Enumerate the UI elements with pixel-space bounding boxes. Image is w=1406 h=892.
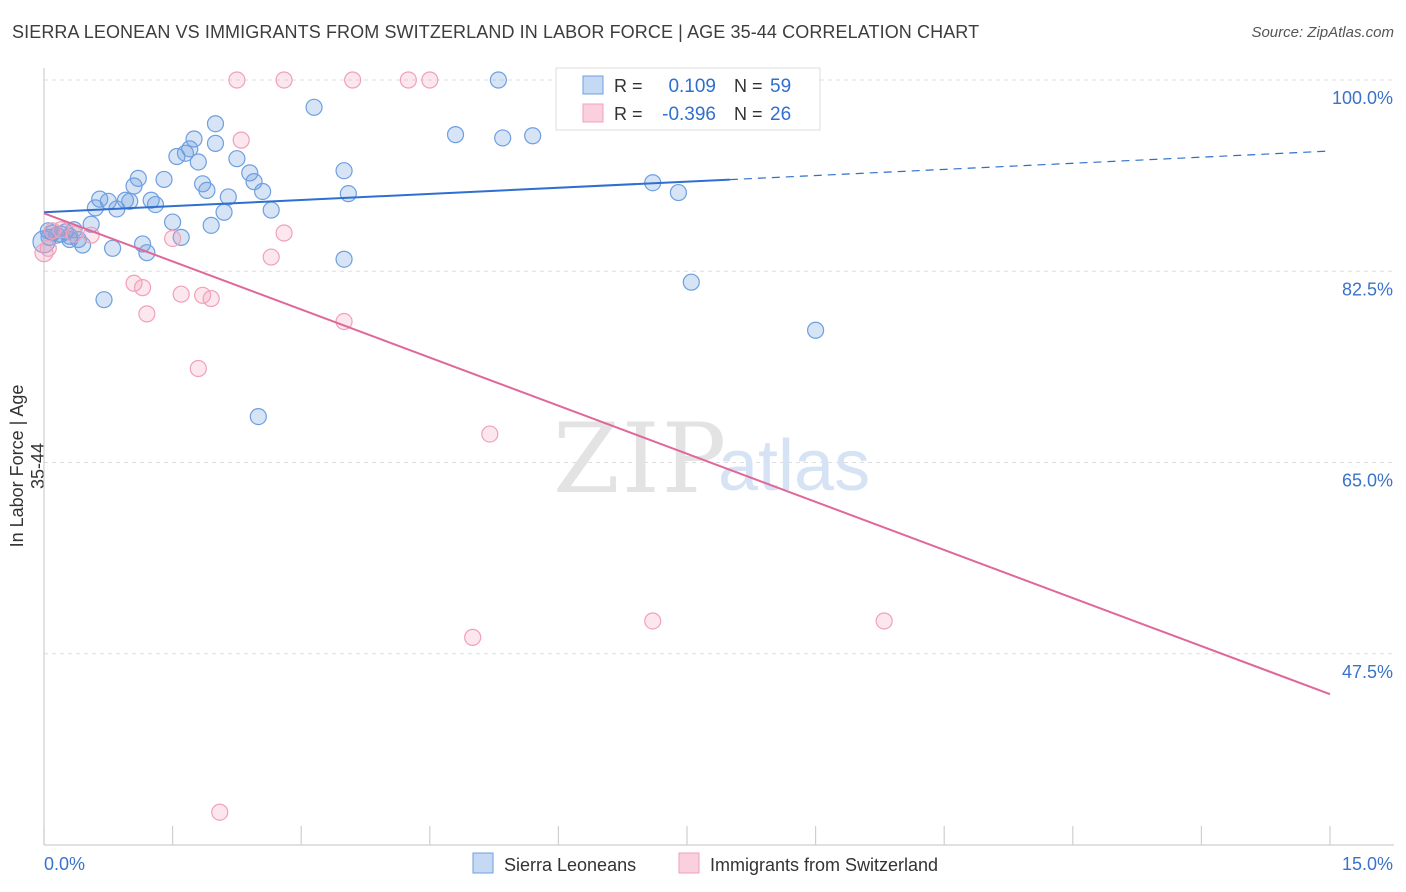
point-sierra-leoneans bbox=[806, 321, 825, 339]
point-sierra-leoneans bbox=[339, 185, 357, 203]
point-immigrants-from-switzerland bbox=[39, 239, 57, 257]
point-immigrants-from-switzerland bbox=[125, 274, 143, 292]
point-immigrants-from-switzerland bbox=[211, 803, 229, 821]
point-immigrants-from-switzerland bbox=[275, 71, 293, 89]
legend-r-value-1: 0.109 bbox=[668, 76, 716, 97]
legend-swatch-pink bbox=[582, 103, 604, 123]
y-tick-label: 65.0% bbox=[1342, 471, 1393, 491]
point-sierra-leoneans bbox=[185, 130, 203, 148]
axes bbox=[43, 68, 1394, 846]
point-immigrants-from-switzerland bbox=[344, 71, 362, 89]
series-legend-label-blue: Sierra Leoneans bbox=[504, 855, 636, 875]
legend-r-label-1: R = bbox=[614, 76, 643, 96]
point-sierra-leoneans bbox=[219, 188, 237, 206]
trend-lines bbox=[43, 150, 1331, 696]
point-sierra-leoneans bbox=[682, 273, 700, 291]
point-sierra-leoneans bbox=[202, 216, 220, 234]
scatter-points bbox=[32, 71, 893, 821]
point-sierra-leoneans bbox=[489, 71, 507, 89]
point-sierra-leoneans bbox=[155, 170, 173, 189]
point-sierra-leoneans bbox=[335, 250, 353, 268]
point-sierra-leoneans bbox=[95, 291, 113, 309]
watermark-zip: ZIP bbox=[553, 403, 728, 515]
trend-line-switzerland bbox=[43, 212, 1331, 696]
point-immigrants-from-switzerland bbox=[189, 359, 207, 378]
x-tick-label-right: 15.0% bbox=[1342, 854, 1393, 874]
point-immigrants-from-switzerland bbox=[421, 71, 439, 89]
point-sierra-leoneans bbox=[215, 203, 233, 221]
point-immigrants-from-switzerland bbox=[43, 222, 62, 240]
point-sierra-leoneans bbox=[228, 150, 246, 168]
point-sierra-leoneans bbox=[524, 127, 542, 145]
legend-n-value-1: 59 bbox=[770, 76, 791, 97]
point-sierra-leoneans bbox=[206, 134, 225, 152]
point-immigrants-from-switzerland bbox=[65, 225, 83, 243]
point-immigrants-from-switzerland bbox=[481, 425, 499, 443]
legend-n-label-2: N = bbox=[734, 104, 763, 124]
point-sierra-leoneans bbox=[335, 162, 353, 180]
chart-title: SIERRA LEONEAN VS IMMIGRANTS FROM SWITZE… bbox=[12, 22, 980, 42]
series-legend: Sierra Leoneans Immigrants from Switzerl… bbox=[472, 852, 938, 875]
correlation-legend: R = 0.109 N = 59 R = -0.396 N = 26 bbox=[555, 67, 821, 131]
point-sierra-leoneans bbox=[669, 183, 688, 202]
point-sierra-leoneans bbox=[249, 408, 267, 426]
point-sierra-leoneans bbox=[446, 126, 465, 144]
point-immigrants-from-switzerland bbox=[232, 131, 250, 149]
point-sierra-leoneans bbox=[305, 98, 323, 116]
point-sierra-leoneans bbox=[254, 182, 272, 201]
point-immigrants-from-switzerland bbox=[275, 224, 293, 242]
trend-line-extension bbox=[729, 150, 1331, 181]
point-sierra-leoneans bbox=[198, 181, 216, 199]
point-immigrants-from-switzerland bbox=[202, 289, 220, 308]
watermark: ZIP atlas bbox=[553, 403, 870, 515]
legend-n-value-2: 26 bbox=[770, 104, 791, 125]
y-tick-label: 82.5% bbox=[1342, 279, 1393, 299]
chart-source: Source: ZipAtlas.com bbox=[1251, 24, 1394, 41]
point-sierra-leoneans bbox=[129, 169, 147, 187]
legend-r-label-2: R = bbox=[614, 104, 643, 124]
series-legend-swatch-pink bbox=[678, 852, 700, 874]
y-tick-label: 100.0% bbox=[1332, 88, 1393, 108]
legend-swatch-blue bbox=[582, 75, 604, 95]
point-sierra-leoneans bbox=[189, 153, 207, 171]
point-immigrants-from-switzerland bbox=[172, 285, 190, 303]
y-tick-label: 47.5% bbox=[1342, 662, 1393, 682]
point-sierra-leoneans bbox=[181, 140, 199, 158]
point-immigrants-from-switzerland bbox=[644, 612, 662, 630]
watermark-atlas: atlas bbox=[718, 426, 870, 506]
y-tick-labels: 100.0% 82.5% 65.0% 47.5% bbox=[1332, 88, 1393, 682]
point-sierra-leoneans bbox=[103, 239, 122, 257]
point-immigrants-from-switzerland bbox=[164, 229, 182, 248]
point-sierra-leoneans bbox=[146, 195, 165, 214]
trend-line-sierra-leoneans bbox=[43, 178, 730, 214]
x-tick-label-left: 0.0% bbox=[44, 854, 85, 874]
point-sierra-leoneans bbox=[262, 201, 280, 219]
point-immigrants-from-switzerland bbox=[52, 221, 70, 239]
point-sierra-leoneans bbox=[494, 129, 512, 147]
x-ticks bbox=[43, 826, 1331, 845]
point-immigrants-from-switzerland bbox=[464, 628, 482, 646]
point-sierra-leoneans bbox=[164, 213, 182, 231]
point-immigrants-from-switzerland bbox=[228, 71, 246, 89]
series-legend-swatch-blue bbox=[472, 852, 494, 874]
point-immigrants-from-switzerland bbox=[133, 279, 152, 297]
point-immigrants-from-switzerland bbox=[399, 71, 417, 89]
legend-r-value-2: -0.396 bbox=[662, 104, 716, 125]
point-immigrants-from-switzerland bbox=[82, 226, 100, 244]
point-immigrants-from-switzerland bbox=[875, 612, 893, 630]
point-sierra-leoneans bbox=[241, 164, 259, 182]
point-immigrants-from-switzerland bbox=[138, 305, 156, 323]
legend-n-label-1: N = bbox=[734, 76, 763, 96]
series-legend-label-pink: Immigrants from Switzerland bbox=[710, 855, 938, 875]
point-immigrants-from-switzerland bbox=[262, 248, 280, 266]
point-sierra-leoneans bbox=[206, 115, 225, 133]
point-sierra-leoneans bbox=[172, 228, 190, 246]
